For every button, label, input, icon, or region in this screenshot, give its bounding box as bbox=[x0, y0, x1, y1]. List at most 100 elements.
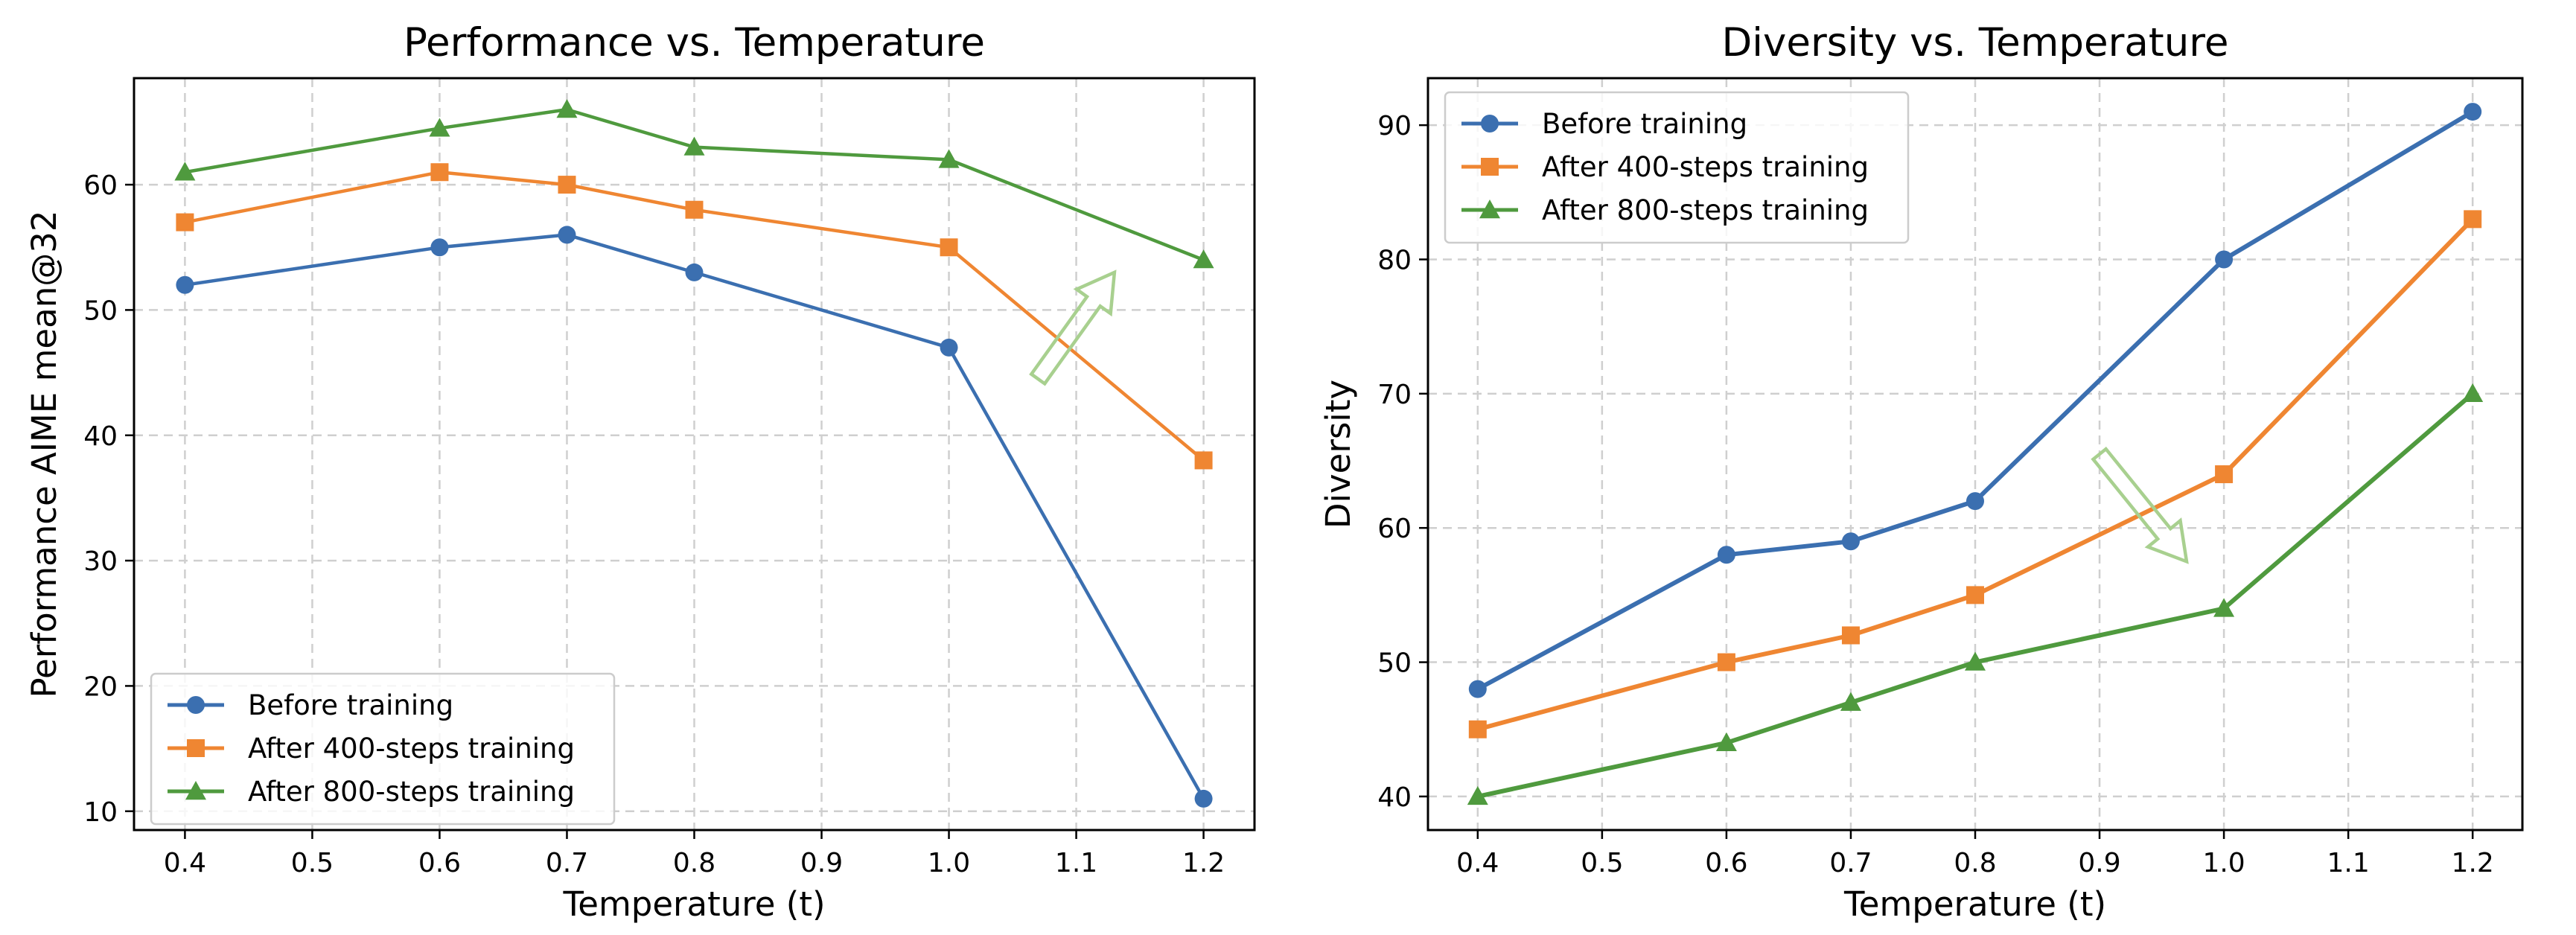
chart-panel-2: 0.4 0.5 0.6 0.7 0.8 0.9 1.0 1.1 1.2 40 50 60 70 80 90 B… bbox=[1319, 20, 2524, 924]
legend-marker bbox=[187, 739, 205, 757]
data-point bbox=[1841, 626, 1860, 645]
series-line bbox=[1477, 392, 2475, 799]
trend-arrow-icon bbox=[2091, 446, 2189, 564]
y-tick-label: 10 bbox=[83, 797, 118, 828]
x-tick-label: 0.6 bbox=[1705, 848, 1747, 878]
legend-marker bbox=[1481, 158, 1499, 176]
legend-marker bbox=[187, 696, 205, 714]
series-circle bbox=[1468, 103, 2482, 698]
data-point bbox=[430, 163, 449, 182]
data-point bbox=[2462, 383, 2484, 403]
legend-box bbox=[1444, 91, 1910, 244]
x-axis-label: Temperature (t) bbox=[1843, 884, 2106, 924]
data-point bbox=[558, 176, 576, 194]
x-tick-label: 0.6 bbox=[418, 848, 461, 878]
legend-marker bbox=[1481, 115, 1499, 133]
series-square bbox=[176, 163, 1213, 470]
y-tick-label: 60 bbox=[1377, 514, 1412, 544]
legend-label: Before training bbox=[1542, 108, 1747, 140]
x-tick-label: 0.5 bbox=[1581, 848, 1623, 878]
series-line bbox=[185, 233, 1205, 800]
data-point bbox=[683, 136, 705, 156]
y-tick-label: 50 bbox=[83, 296, 118, 326]
series-line bbox=[1476, 109, 2474, 692]
data-point bbox=[2464, 103, 2482, 121]
x-tick-label: 1.0 bbox=[928, 848, 970, 878]
data-point bbox=[556, 99, 578, 118]
data-point bbox=[1717, 546, 1735, 564]
data-point bbox=[1966, 586, 1984, 604]
data-point bbox=[2215, 465, 2234, 484]
series-line bbox=[185, 107, 1205, 262]
x-tick-label: 0.4 bbox=[1456, 848, 1499, 878]
legend-label: After 400-steps training bbox=[1542, 151, 1869, 183]
series-line bbox=[1477, 217, 2475, 732]
data-point bbox=[1193, 249, 1214, 269]
x-tick-label: 1.1 bbox=[2327, 848, 2370, 878]
x-tick-label: 0.9 bbox=[800, 848, 843, 878]
data-point bbox=[685, 263, 704, 281]
data-point bbox=[1841, 532, 1860, 551]
data-point bbox=[429, 118, 450, 137]
data-point bbox=[176, 275, 194, 294]
x-tick-label: 1.0 bbox=[2202, 848, 2245, 878]
data-point bbox=[2215, 250, 2234, 269]
x-tick-label: 0.9 bbox=[2078, 848, 2120, 878]
data-point bbox=[176, 213, 194, 232]
data-point bbox=[1468, 680, 1487, 698]
data-point bbox=[1468, 720, 1487, 738]
legend: Before training After 400-steps training A… bbox=[150, 672, 616, 826]
plot-frame bbox=[133, 77, 1256, 832]
legend-marker bbox=[185, 781, 206, 800]
data-point bbox=[2213, 598, 2235, 617]
series-triangle bbox=[1467, 383, 2484, 805]
data-point bbox=[174, 162, 196, 181]
legend-label: Before training bbox=[248, 689, 453, 721]
data-point bbox=[2464, 210, 2482, 229]
legend-marker bbox=[1479, 200, 1500, 219]
x-tick-label: 1.1 bbox=[1055, 848, 1097, 878]
data-point bbox=[1717, 653, 1735, 671]
series-line bbox=[184, 170, 1205, 462]
chart-title: Diversity vs. Temperature bbox=[1721, 20, 2228, 66]
chart-title: Performance vs. Temperature bbox=[404, 20, 985, 66]
y-axis-label: Diversity bbox=[1319, 380, 1358, 529]
data-point bbox=[940, 338, 958, 357]
data-point bbox=[1965, 651, 1986, 671]
legend-label: After 400-steps training bbox=[248, 733, 575, 765]
x-tick-label: 1.2 bbox=[1182, 848, 1225, 878]
series-square bbox=[1468, 210, 2482, 738]
data-point bbox=[1840, 692, 1861, 711]
trend-arrow-icon bbox=[1029, 269, 1117, 386]
x-tick-label: 0.8 bbox=[673, 848, 715, 878]
data-point bbox=[1467, 785, 1488, 805]
data-point bbox=[1194, 451, 1213, 470]
data-point bbox=[1194, 789, 1213, 808]
legend-label: After 800-steps training bbox=[248, 776, 575, 808]
x-axis-label: Temperature (t) bbox=[562, 884, 825, 924]
y-tick-label: 70 bbox=[1377, 380, 1412, 410]
legend: Before training After 400-steps training A… bbox=[1444, 91, 1910, 244]
x-tick-label: 0.5 bbox=[291, 848, 334, 878]
y-tick-label: 50 bbox=[1377, 648, 1412, 679]
x-tick-label: 0.7 bbox=[546, 848, 588, 878]
data-point bbox=[430, 238, 449, 257]
data-point bbox=[940, 238, 958, 257]
series-triangle bbox=[174, 99, 1214, 269]
y-tick-label: 90 bbox=[1377, 111, 1412, 141]
y-tick-label: 40 bbox=[1377, 782, 1412, 813]
x-tick-label: 0.4 bbox=[164, 848, 206, 878]
data-point bbox=[938, 149, 960, 168]
y-tick-label: 30 bbox=[83, 546, 118, 577]
y-tick-label: 60 bbox=[83, 170, 118, 201]
data-point bbox=[1715, 732, 1737, 751]
chart-panel-1: 0.4 0.5 0.6 0.7 0.8 0.9 1.0 1.1 1.2 10 20 30 40 50 60 B… bbox=[25, 20, 1256, 924]
data-point bbox=[1966, 492, 1984, 511]
x-tick-label: 0.7 bbox=[1829, 848, 1872, 878]
x-tick-label: 1.2 bbox=[2452, 848, 2494, 878]
legend-box bbox=[150, 672, 616, 826]
y-tick-label: 20 bbox=[83, 671, 118, 702]
data-point bbox=[558, 226, 576, 244]
data-point bbox=[685, 200, 704, 219]
